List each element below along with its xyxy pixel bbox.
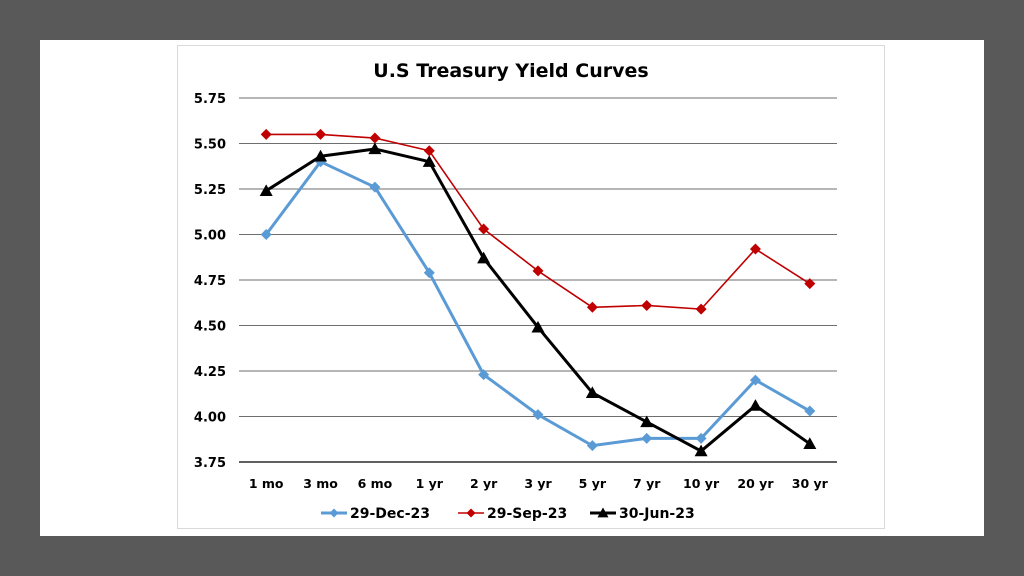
data-point-marker [695,432,707,444]
data-point-marker [586,440,598,452]
y-axis-ticks: 3.75 4.00 4.25 4.50 4.75 5.00 5.25 5.50 5.75 [194,92,226,471]
legend-item: 30-Jun-23 [590,506,695,522]
x-tick-label: 1 yr [416,476,444,491]
data-point-marker [368,142,382,155]
data-point-marker [260,229,272,240]
data-point-marker [597,507,609,518]
x-tick-label: 3 yr [524,476,552,491]
chart-frame: U.S Treasury Yield Curves 3.75 4.00 4.25 4.… [177,45,885,529]
y-tick-label: 5.75 [194,92,226,107]
series-line [266,133,811,310]
data-point-marker [369,132,381,144]
data-point-marker [423,267,435,279]
x-tick-label: 10 yr [683,476,720,491]
series-29-Dec-23 [260,156,816,452]
legend-item: 29-Sep-23 [458,506,567,522]
data-point-marker [369,181,381,193]
data-point-marker [478,369,490,381]
x-axis-ticks: 1 mo 3 mo 6 mo 1 yr 2 yr 3 yr 5 yr 7 yr 10 yr 20 … [249,476,829,491]
data-point-marker [532,265,544,277]
x-tick-label: 30 yr [792,476,829,491]
legend: 29-Dec-23 29-Sep-23 30-Jun-23 [321,506,695,522]
y-tick-label: 5.25 [194,183,226,198]
data-point-marker [315,128,327,140]
chart-title: U.S Treasury Yield Curves [373,60,648,82]
gridlines [239,97,837,463]
x-tick-label: 1 mo [249,476,284,491]
data-point-marker [804,405,816,417]
data-point-marker [466,508,476,518]
x-tick-label: 20 yr [737,476,774,491]
data-point-marker [749,243,761,255]
data-point-marker [803,437,817,449]
data-point-marker [477,251,491,264]
data-point-marker [532,409,544,421]
data-point-marker [314,149,328,162]
yield-curve-chart: U.S Treasury Yield Curves 3.75 4.00 4.25 4.… [194,60,837,522]
data-point-marker [585,386,599,399]
x-tick-label: 6 mo [358,476,393,491]
series-layer [259,128,817,457]
y-tick-label: 4.25 [194,365,226,380]
series-30-Jun-23 [259,142,817,457]
y-tick-label: 4.00 [194,411,226,426]
data-point-marker [695,303,707,315]
data-point-marker [640,415,654,428]
data-point-marker [641,432,653,444]
data-point-marker [694,444,708,457]
legend-item: 29-Dec-23 [321,506,430,522]
x-tick-label: 3 mo [303,476,338,491]
x-tick-label: 7 yr [633,476,661,491]
data-point-marker [641,299,653,311]
x-tick-label: 5 yr [579,476,607,491]
legend-label: 29-Dec-23 [350,506,430,522]
data-point-marker [422,155,436,167]
series-29-Sep-23 [260,128,816,315]
data-point-marker [586,301,598,313]
y-tick-label: 5.00 [194,229,226,244]
series-line [265,147,811,453]
y-tick-label: 3.75 [194,456,226,471]
data-point-marker [259,184,273,197]
data-point-marker [329,508,339,518]
x-tick-label: 2 yr [470,476,498,491]
y-tick-label: 5.50 [194,138,226,153]
y-tick-label: 4.75 [194,274,226,289]
data-point-marker [804,278,816,290]
data-point-marker [748,399,762,411]
legend-label: 29-Sep-23 [487,506,567,522]
legend-label: 30-Jun-23 [619,506,695,522]
data-point-marker [749,374,761,386]
y-tick-label: 4.50 [194,320,226,335]
data-point-marker [478,223,490,235]
data-point-marker [531,320,545,333]
series-line [264,160,811,448]
data-point-marker [260,128,272,140]
data-point-marker [423,145,435,157]
slide-background: U.S Treasury Yield Curves 3.75 4.00 4.25 4.… [40,40,984,536]
